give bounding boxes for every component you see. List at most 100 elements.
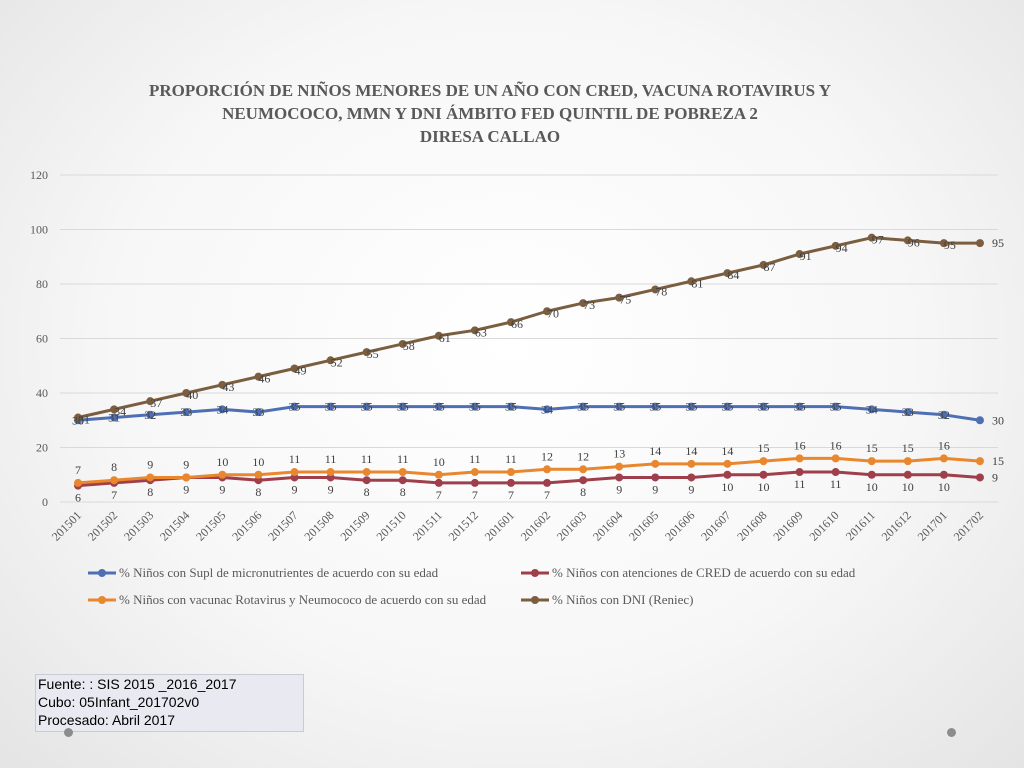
series-lines bbox=[74, 233, 984, 490]
data-point bbox=[146, 473, 155, 482]
series-line bbox=[77, 470, 981, 488]
data-point bbox=[218, 470, 227, 479]
data-label: 75 bbox=[619, 293, 631, 307]
data-point bbox=[831, 454, 840, 463]
x-tick-label: 201506 bbox=[229, 508, 264, 543]
data-label: 10 bbox=[758, 480, 770, 494]
data-point bbox=[362, 402, 371, 411]
data-point bbox=[867, 470, 876, 479]
x-tick-label: 201504 bbox=[157, 508, 192, 543]
data-label: 34 bbox=[541, 402, 553, 416]
y-tick-label: 40 bbox=[36, 386, 48, 400]
x-tick-label: 201701 bbox=[915, 508, 950, 543]
legend-label: % Niños con DNI (Reniec) bbox=[552, 592, 694, 607]
data-label: 7 bbox=[75, 463, 81, 477]
data-label: 11 bbox=[289, 452, 301, 466]
data-label: 31 bbox=[78, 413, 90, 427]
corner-dot-left bbox=[64, 728, 73, 737]
data-label: 15 bbox=[758, 441, 770, 455]
legend-label: % Niños con atenciones de CRED de acuerd… bbox=[552, 565, 856, 580]
data-label: 8 bbox=[580, 485, 586, 499]
data-label: 34 bbox=[216, 402, 228, 416]
y-tick-label: 80 bbox=[36, 277, 48, 291]
data-point bbox=[434, 402, 443, 411]
x-tick-label: 201604 bbox=[590, 508, 625, 543]
data-point bbox=[362, 476, 371, 485]
legend-entry-3: % Niños con vacunac Rotavirus y Neumococ… bbox=[88, 592, 487, 607]
data-label: 32 bbox=[144, 408, 156, 422]
y-axis-ticks: 0 20 40 60 80 100 120 bbox=[30, 168, 48, 509]
data-point bbox=[939, 470, 948, 479]
data-point bbox=[939, 239, 948, 248]
data-label: 9 bbox=[147, 457, 153, 471]
data-label: 7 bbox=[111, 488, 117, 502]
data-label: 15 bbox=[992, 454, 1004, 468]
data-point bbox=[759, 457, 768, 466]
data-label: 14 bbox=[649, 444, 661, 458]
data-point bbox=[903, 236, 912, 245]
data-point bbox=[254, 408, 263, 417]
data-point bbox=[110, 476, 119, 485]
data-point bbox=[687, 473, 696, 482]
series-line bbox=[77, 456, 981, 485]
data-point bbox=[470, 402, 479, 411]
x-tick-label: 201610 bbox=[806, 508, 841, 543]
data-point bbox=[362, 348, 371, 357]
data-label: 34 bbox=[866, 402, 878, 416]
data-label: 7 bbox=[508, 488, 514, 502]
data-label: 10 bbox=[866, 480, 878, 494]
data-label: 14 bbox=[685, 444, 697, 458]
data-point bbox=[543, 405, 552, 414]
source-line-3: Procesado: Abril 2017 bbox=[38, 712, 175, 728]
data-point bbox=[326, 468, 335, 477]
data-point bbox=[831, 402, 840, 411]
data-point bbox=[795, 454, 804, 463]
data-label: 73 bbox=[583, 298, 595, 312]
data-label: 10 bbox=[902, 480, 914, 494]
data-label: 10 bbox=[433, 455, 445, 469]
x-tick-label: 201612 bbox=[879, 508, 914, 543]
data-label: 14 bbox=[721, 444, 733, 458]
data-point bbox=[254, 372, 263, 381]
data-label: 96 bbox=[908, 235, 920, 249]
data-label: 16 bbox=[830, 438, 842, 452]
x-tick-label: 201609 bbox=[770, 508, 805, 543]
data-point bbox=[506, 478, 515, 487]
chart-title-line-2: NEUMOCOCO, MMN Y DNI ÁMBITO FED QUINTIL … bbox=[222, 104, 758, 123]
data-label: 55 bbox=[367, 347, 379, 361]
data-labels: 30 31 32 33 34 33 35 35 35 35 35 35 35 34 35 35 35 35 35 35… bbox=[72, 233, 1004, 505]
data-label: 35 bbox=[325, 400, 337, 414]
data-label: 9 bbox=[652, 482, 658, 496]
x-tick-label: 201603 bbox=[554, 508, 589, 543]
legend-swatch-marker bbox=[98, 596, 106, 604]
source-line-2: Cubo: 05Infant_201702v0 bbox=[38, 694, 200, 710]
data-point bbox=[398, 476, 407, 485]
data-label: 16 bbox=[938, 438, 950, 452]
corner-dot-right bbox=[947, 728, 956, 737]
data-point bbox=[939, 454, 948, 463]
data-point bbox=[615, 402, 624, 411]
data-label: 9 bbox=[992, 470, 998, 484]
data-point bbox=[939, 410, 948, 419]
x-tick-label: 201611 bbox=[843, 508, 878, 543]
data-label: 12 bbox=[541, 449, 553, 463]
legend-label: % Niños con Supl de micronutrientes de a… bbox=[119, 565, 439, 580]
data-label: 35 bbox=[469, 400, 481, 414]
data-point bbox=[326, 356, 335, 365]
data-label: 58 bbox=[403, 339, 415, 353]
data-point bbox=[146, 397, 155, 406]
data-label: 30 bbox=[72, 413, 84, 427]
data-label: 70 bbox=[547, 306, 559, 320]
data-label: 46 bbox=[258, 372, 270, 386]
data-label: 84 bbox=[727, 268, 739, 282]
data-point bbox=[579, 476, 588, 485]
data-label: 35 bbox=[577, 400, 589, 414]
x-tick-label: 201606 bbox=[662, 508, 697, 543]
data-label: 35 bbox=[685, 400, 697, 414]
data-point bbox=[398, 402, 407, 411]
series-line bbox=[77, 236, 980, 419]
data-label: 35 bbox=[649, 400, 661, 414]
data-point bbox=[110, 413, 119, 422]
data-point bbox=[254, 470, 263, 479]
data-label: 11 bbox=[325, 452, 337, 466]
